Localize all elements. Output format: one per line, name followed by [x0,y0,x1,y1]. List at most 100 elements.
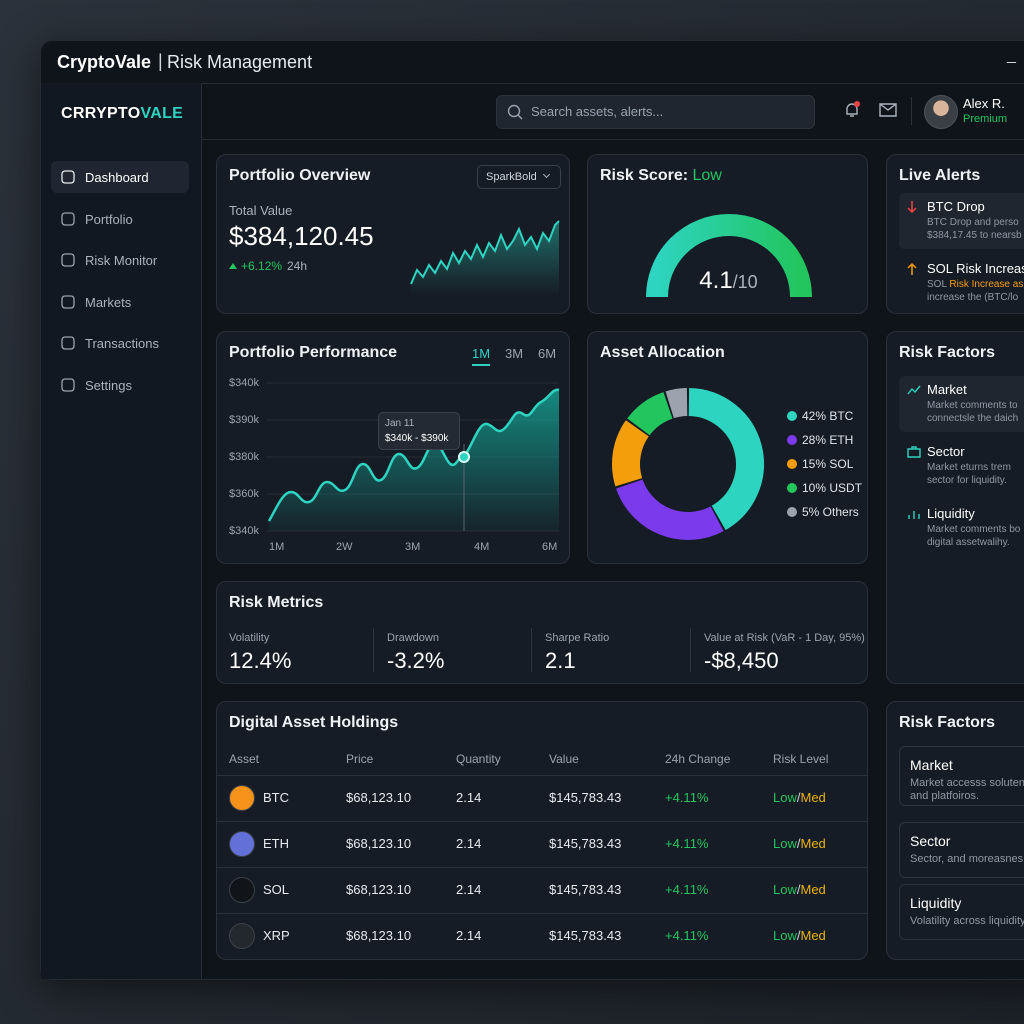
alert-line: BTC Drop and perso [927,217,1019,228]
asset-name: BTC [263,790,289,805]
asset-allocation-card: Asset Allocation 42% BTC 28% ETH 15% SOL 10%… [587,331,868,564]
cell-change: +4.11% [665,882,709,897]
legend-label: 42% BTC [802,409,854,423]
y-tick-label: $380k [229,451,259,463]
nav-item[interactable]: Dashboard [51,161,189,193]
factor-line: Market eturns trem [927,462,1011,473]
holdings-card: Digital Asset Holdings Asset Price Quantity… [216,701,868,960]
nav-label: Risk Monitor [85,253,158,268]
icon-shape [907,385,921,395]
hover-point [458,451,470,463]
factor-icon [907,446,921,458]
coin-icon [229,785,255,811]
alert-name: SOL Risk Increase [927,261,1024,276]
factor-line: sector for liquidity. [927,475,1007,486]
range-tab[interactable]: 1M [472,346,491,366]
x-tick-label: 3M [405,541,421,553]
legend-label: 10% USDT [802,481,863,495]
donut-segment [616,478,724,540]
sidebar: CRRYPTOVALE Dashboard Portfolio Risk Monito… [41,83,202,979]
nav-item[interactable]: Transactions [51,327,189,359]
column-header: Value [549,752,579,766]
cell-quantity: 2.14 [456,790,482,805]
risk-part: Med [800,790,826,805]
factor-item[interactable]: Market Market accesss soluten and platfoir… [899,746,1024,806]
separator: | [158,51,163,71]
alert-item[interactable]: BTC Drop BTC Drop and perso $384,17.45 to … [899,193,1024,249]
x-tick-label: 6M [542,541,558,553]
risk-part: Med [800,928,826,943]
nav-item[interactable]: Portfolio [51,203,189,235]
tooltip: Jan 11 $340k - $390k [378,412,460,450]
dropdown-label: SparkBold [486,171,537,183]
live-alerts-card: Live Alerts BTC Drop BTC Drop and perso $38… [886,154,1024,314]
x-tick-label: 1M [269,541,285,553]
icon-shape [61,377,75,392]
alert-line: SOL Risk Increase as [927,279,1023,290]
nav-item[interactable]: Markets [51,286,189,318]
score: 4.1/10 [588,267,867,295]
donut-segment [627,392,674,436]
factor-item[interactable]: Sector Market eturns trem sector for liqui… [899,438,1024,494]
nav-label: Dashboard [85,170,149,185]
factor-name: Liquidity [927,506,975,521]
factor-item[interactable]: Liquidity Market comments bo digital asset… [899,500,1024,556]
logo-part: VALE [140,105,184,122]
factor-item[interactable]: Sector Sector, and moreasnes [899,822,1024,878]
factor-icon [908,511,920,519]
column-header: Price [346,752,374,766]
icon-shape [908,511,920,519]
factor-item[interactable]: Liquidity Volatility across liquidity [899,884,1024,940]
cell-risk: Low/Med [773,790,826,805]
cell-risk: Low/Med [773,882,826,897]
range-tab[interactable]: 3M [505,346,524,361]
logo: CRRYPTOVALE [61,105,183,123]
avatar[interactable] [924,95,958,129]
asset-name: XRP [263,928,290,943]
factor-item[interactable]: Market Market comments to connectsle the d… [899,376,1024,432]
notification-dot [854,101,860,107]
risk-level: Low [692,167,722,184]
risk-part: / [796,928,801,943]
factor-line: Sector, and moreasnes [910,853,1024,865]
donut-segment [688,388,764,531]
sparkline-line [410,220,560,285]
nav-icon [61,170,75,184]
cell-value: $145,783.43 [549,836,622,851]
risk-part: / [796,836,801,851]
sparkline [410,220,560,295]
alert-item[interactable]: SOL Risk Increase SOL Risk Increase as inc… [899,255,1024,311]
period: 24h [287,259,308,273]
nav-label: Settings [85,377,132,393]
card-title: Live Alerts [899,167,981,184]
icon-shape [61,294,75,309]
nav-icon [61,253,75,267]
row-divider [217,821,867,822]
performance-line [267,388,560,522]
divider [911,97,912,125]
risk-score-card: Risk Score: Low 4.1/10 [587,154,868,314]
y-tick-label: $390k [229,414,259,426]
range-tab[interactable]: 6M [538,346,557,361]
asset-name: ETH [263,836,289,851]
metric-label: Drawdown [387,632,439,644]
sparkline-area [411,221,559,295]
minimize[interactable]: _ [1007,47,1016,64]
card-title: Portfolio Overview [229,167,371,184]
performance-area [269,389,559,531]
user-plan: Premium [963,113,1008,125]
cell-price: $68,123.10 [346,928,412,943]
alert-text: BTC Drop and perso [927,217,1019,228]
nav-item[interactable]: Settings [51,369,189,401]
title-text: Risk Score: [600,167,693,184]
cell-change: +4.11% [665,790,709,805]
legend-dot [787,483,797,493]
nav-item[interactable]: Risk Monitor [51,244,189,276]
search-box[interactable]: Search assets, alerts... [496,95,815,129]
dropdown[interactable]: SparkBold [477,165,561,189]
title-bar [41,41,1024,84]
column-header: 24h Change [665,752,731,766]
factor-line: Volatility across liquidity [910,915,1024,927]
mail-icon [879,103,897,117]
bell-icon [846,101,860,117]
